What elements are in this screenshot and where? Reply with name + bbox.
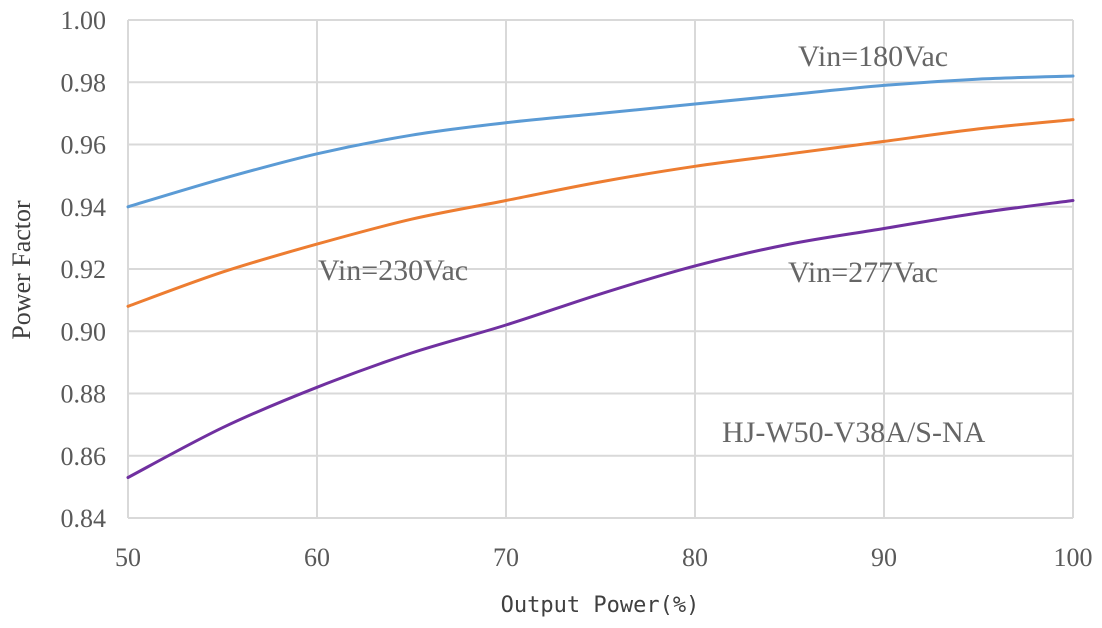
x-tick-label: 50 (115, 543, 141, 572)
series-label-180vac: Vin=180Vac (798, 40, 948, 73)
x-tick-label: 100 (1054, 543, 1093, 572)
y-tick-label: 0.88 (61, 380, 107, 409)
y-tick-label: 0.90 (61, 317, 107, 346)
y-tick-label: 0.96 (61, 131, 107, 160)
x-tick-label: 60 (304, 543, 330, 572)
series-line-vin-230vac (126, 118, 1075, 308)
y-tick-label: 0.94 (61, 193, 107, 222)
y-tick-labels: 0.84 0.86 0.88 0.90 0.92 0.94 0.96 0.98 1.00 (61, 6, 107, 533)
x-tick-label: 90 (871, 543, 897, 572)
y-tick-label: 0.92 (61, 255, 107, 284)
grid-layer (127, 19, 1074, 519)
y-tick-label: 1.00 (61, 6, 107, 35)
x-tick-label: 70 (493, 543, 519, 572)
x-axis-title: Output Power(%) (501, 593, 700, 618)
series-label-277vac: Vin=277Vac (788, 256, 938, 289)
y-tick-label: 0.86 (61, 442, 107, 471)
series-line-vin-180vac (126, 74, 1075, 209)
x-tick-labels: 50 60 70 80 90 100 (115, 543, 1093, 572)
x-tick-label: 80 (682, 543, 708, 572)
series-line-vin-277vac (126, 199, 1075, 479)
y-tick-label: 0.98 (61, 68, 107, 97)
series-label-230vac: Vin=230Vac (318, 254, 468, 287)
model-label: HJ-W50-V38A/S-NA (722, 416, 986, 449)
y-axis-title: Power Factor (7, 200, 36, 340)
y-tick-label: 0.84 (61, 504, 107, 533)
series-layer (126, 74, 1075, 479)
